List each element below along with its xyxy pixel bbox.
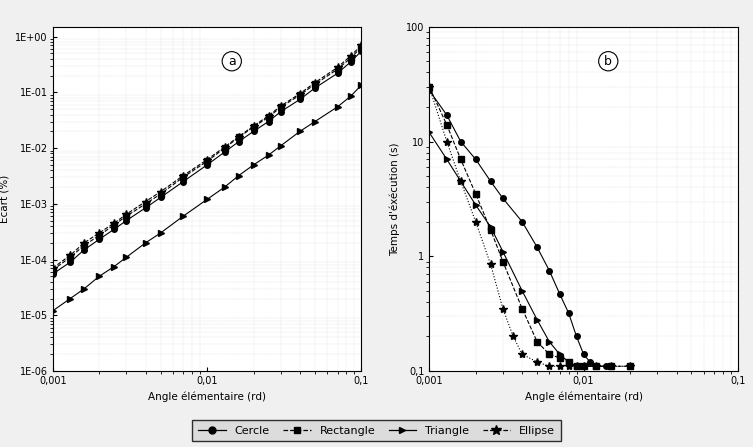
X-axis label: Angle élémentaire (rd): Angle élémentaire (rd) (525, 392, 642, 402)
Y-axis label: Ecart (%): Ecart (%) (0, 175, 10, 223)
Y-axis label: Temps d'éxécution (s): Temps d'éxécution (s) (390, 142, 401, 256)
X-axis label: Angle élémentaire (rd): Angle élémentaire (rd) (148, 392, 266, 402)
Text: a: a (228, 55, 236, 68)
Legend: Cercle, Rectangle, Triangle, Ellipse: Cercle, Rectangle, Triangle, Ellipse (192, 420, 561, 442)
Text: b: b (605, 55, 612, 68)
